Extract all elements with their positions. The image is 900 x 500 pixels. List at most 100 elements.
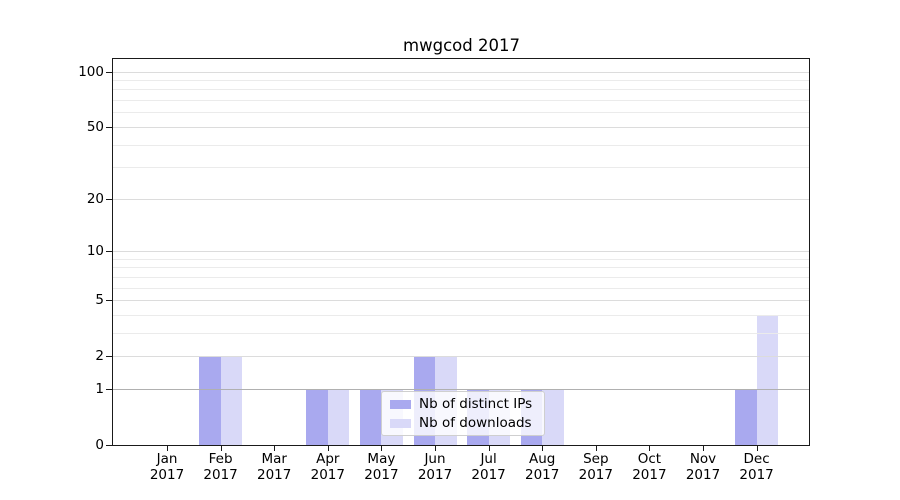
x-tick-month: Jul [480, 451, 497, 467]
x-axis-tick [167, 446, 168, 451]
x-tick-year: 2017 [310, 467, 345, 483]
x-tick-year: 2017 [471, 467, 506, 483]
x-axis-tick [381, 446, 382, 451]
x-axis-tick [489, 446, 490, 451]
x-tick-year: 2017 [149, 467, 185, 483]
y-gridline-minor [113, 267, 809, 269]
y-tick-label: 0 [95, 437, 104, 453]
bar-distinct-ips [359, 388, 382, 445]
legend-swatch-downloads [390, 419, 411, 428]
x-tick-month: Nov [689, 451, 717, 467]
bar-distinct-ips [199, 356, 221, 445]
y-axis-tick [106, 389, 112, 390]
x-tick-month: Apr [316, 451, 340, 467]
y-gridline-major [113, 300, 809, 301]
bar-downloads [756, 314, 779, 445]
bar-downloads [220, 356, 243, 445]
x-tick-month: Aug [529, 451, 556, 467]
x-tick-label: Oct 2017 [617, 451, 681, 483]
y-gridline-minor [113, 144, 809, 146]
y-tick-label: 1 [95, 380, 104, 397]
y-tick-label: 2 [95, 348, 104, 365]
y-tick-label: 50 [86, 118, 104, 135]
x-axis-tick [757, 446, 758, 451]
bar-downloads [542, 388, 564, 445]
x-tick-year: 2017 [364, 467, 399, 483]
y-gridline-major [113, 356, 809, 358]
y-gridline-minor [113, 332, 809, 334]
x-tick-label: Sep 2017 [564, 451, 628, 483]
x-tick-month: Jan [156, 451, 178, 467]
x-tick-month: Jun [424, 451, 446, 467]
x-axis-tick [328, 446, 329, 451]
legend-row-distinct-ips: Nb of distinct IPs [390, 395, 536, 414]
x-tick-year: 2017 [685, 467, 721, 483]
y-gridline-minor [113, 314, 809, 316]
y-axis-tick [106, 356, 112, 357]
y-gridline-minor [113, 258, 809, 260]
plot-area: Nb of distinct IPs Nb of downloads 0 1 2 5 1… [78, 58, 810, 483]
x-axis-tick [221, 446, 222, 451]
x-axis-tick [435, 446, 436, 451]
x-tick-month: Mar [261, 451, 287, 467]
y-tick-label: 10 [86, 243, 104, 259]
x-tick-label: Mar 2017 [242, 451, 306, 483]
y-axis-tick [106, 72, 112, 73]
y-axis-tick [106, 127, 112, 128]
y-gridline-major [113, 71, 809, 73]
x-axis-tick [596, 446, 597, 451]
x-tick-label: Jun 2017 [403, 451, 467, 483]
y-gridline-major [113, 388, 809, 390]
x-axis-tick [274, 446, 275, 451]
x-tick-label: Aug 2017 [510, 451, 574, 483]
x-tick-label: Feb 2017 [189, 451, 253, 483]
y-gridline-major [113, 251, 809, 252]
x-tick-month: Dec [743, 451, 770, 467]
x-tick-label: Nov 2017 [671, 451, 735, 483]
y-axis-tick [106, 445, 112, 446]
legend: Nb of distinct IPs Nb of downloads [381, 391, 545, 436]
y-gridline-major [113, 198, 809, 200]
legend-label-distinct-ips: Nb of distinct IPs [419, 396, 533, 412]
y-gridline-minor [113, 287, 809, 289]
x-tick-label: Jul 2017 [457, 451, 521, 483]
x-tick-year: 2017 [632, 467, 667, 483]
x-axis-tick [703, 446, 704, 451]
y-gridline-major [113, 126, 809, 128]
y-gridline-minor [113, 89, 809, 91]
y-axis-tick [106, 251, 112, 252]
y-gridline-minor [113, 167, 809, 169]
y-gridline-minor [113, 100, 809, 102]
x-tick-month: May [367, 451, 396, 467]
x-tick-label: Apr 2017 [296, 451, 360, 483]
y-gridline-minor [113, 112, 809, 114]
x-tick-year: 2017 [578, 467, 613, 483]
legend-label-downloads: Nb of downloads [419, 415, 532, 431]
y-gridline-minor [113, 80, 809, 81]
x-tick-year: 2017 [203, 467, 238, 483]
x-tick-year: 2017 [739, 467, 774, 483]
x-axis-tick [542, 446, 543, 451]
x-tick-month: Sep [583, 451, 609, 467]
x-tick-label: Dec 2017 [725, 451, 789, 483]
x-tick-label: Jan 2017 [135, 451, 199, 483]
legend-row-downloads: Nb of downloads [390, 414, 536, 433]
y-tick-label: 100 [78, 63, 104, 80]
y-tick-label: 5 [95, 292, 104, 308]
x-tick-year: 2017 [257, 467, 292, 483]
x-tick-year: 2017 [417, 467, 453, 483]
y-axis-tick [106, 199, 112, 200]
bar-downloads [327, 388, 350, 445]
bar-distinct-ips [306, 388, 328, 445]
x-axis-tick [649, 446, 650, 451]
y-gridline-minor [113, 276, 809, 278]
y-tick-label: 20 [86, 190, 104, 207]
x-tick-month: Feb [208, 451, 233, 467]
y-axis-tick [106, 300, 112, 301]
x-tick-year: 2017 [525, 467, 560, 483]
bar-distinct-ips [735, 388, 757, 445]
x-tick-label: May 2017 [349, 451, 413, 483]
chart-title: mwgcod 2017 [403, 36, 520, 55]
legend-swatch-distinct-ips [390, 400, 411, 409]
